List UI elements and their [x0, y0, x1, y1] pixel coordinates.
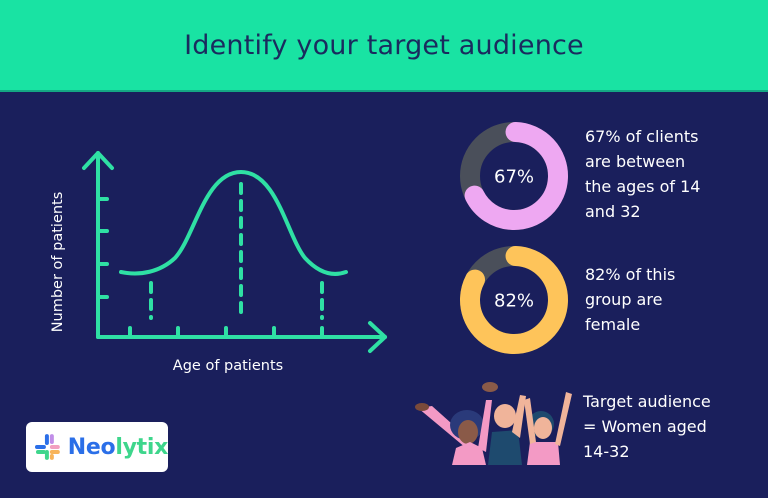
- neolytix-logo[interactable]: Neolytix: [26, 422, 168, 472]
- page-title: Identify your target audience: [184, 29, 584, 61]
- three-women-celebrating-illustration: [415, 382, 572, 465]
- slack-like-hash-icon: [34, 434, 60, 460]
- x-axis-arrow-icon: [368, 321, 387, 353]
- target-line: Target audience: [583, 392, 711, 411]
- donut-67-label: 67%: [493, 166, 535, 188]
- donut-82-label: 82%: [493, 290, 535, 312]
- y-axis-arrow-icon: [82, 151, 114, 170]
- y-axis-label: Number of patients: [50, 191, 66, 333]
- bell-curve: [119, 170, 348, 276]
- header-banner: Identify your target audience: [0, 0, 768, 92]
- stat-female-text: 82% of this group are female: [585, 262, 675, 337]
- target-audience-text: Target audience = Women aged 14-32: [583, 389, 711, 464]
- donut-chart-67: [460, 121, 568, 230]
- stat-line: 82% of this: [585, 265, 676, 284]
- stat-line: female: [585, 315, 641, 334]
- x-axis-label: Age of patients: [172, 358, 284, 374]
- stat-line: 67% of clients: [585, 127, 699, 146]
- donut-chart-82: [460, 246, 568, 354]
- dashed-markers: [149, 182, 324, 320]
- stat-line: are between: [585, 152, 686, 171]
- y-ticks: [96, 197, 109, 299]
- logo-neo: Neo: [67, 434, 116, 460]
- stat-line: the ages of 14: [585, 177, 701, 196]
- target-line: 14-32: [583, 442, 630, 461]
- x-ticks: [128, 326, 324, 339]
- logo-wordmark: Neolytix: [67, 434, 169, 460]
- bell-curve-chart: [82, 151, 387, 353]
- stat-line: and 32: [585, 202, 641, 221]
- target-line: = Women aged: [583, 417, 707, 436]
- stat-clients-age-text: 67% of clients are between the ages of 1…: [585, 124, 700, 224]
- stat-line: group are: [585, 290, 663, 309]
- logo-lytix: lytix: [115, 434, 168, 460]
